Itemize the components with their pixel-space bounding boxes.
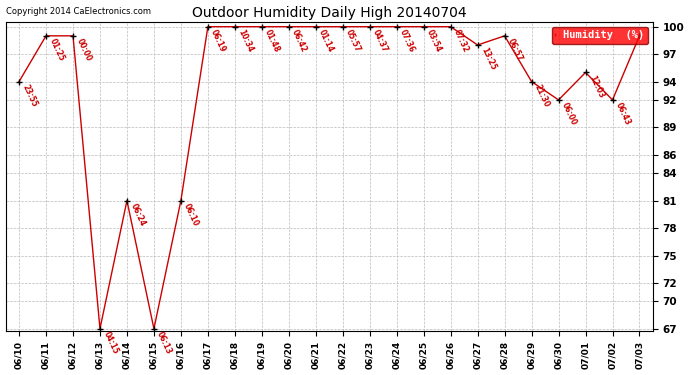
Text: 23:55: 23:55 <box>21 83 39 108</box>
Text: 13:25: 13:25 <box>479 46 497 72</box>
Text: 01:25: 01:25 <box>48 37 66 63</box>
Text: 07:32: 07:32 <box>452 28 471 54</box>
Text: 06:24: 06:24 <box>128 202 147 228</box>
Text: 21:30: 21:30 <box>533 83 551 109</box>
Title: Outdoor Humidity Daily High 20140704: Outdoor Humidity Daily High 20140704 <box>192 6 466 20</box>
Text: 12:03: 12:03 <box>587 74 605 99</box>
Text: 03:54: 03:54 <box>425 28 444 54</box>
Text: 07:36: 07:36 <box>398 28 417 54</box>
Text: 01:14: 01:14 <box>317 28 335 54</box>
Text: 04:37: 04:37 <box>371 28 390 54</box>
Legend: Humidity  (%): Humidity (%) <box>552 27 648 44</box>
Text: 00:00: 00:00 <box>75 37 92 63</box>
Text: 06:00: 06:00 <box>560 101 578 127</box>
Text: 06:57: 06:57 <box>506 37 524 63</box>
Text: 06:43: 06:43 <box>614 101 632 127</box>
Text: 06:42: 06:42 <box>290 28 308 54</box>
Text: 10:34: 10:34 <box>236 28 255 54</box>
Text: 05:57: 05:57 <box>344 28 362 54</box>
Text: 06:13: 06:13 <box>155 330 174 356</box>
Text: 01:48: 01:48 <box>263 28 282 54</box>
Text: 06:19: 06:19 <box>209 28 228 54</box>
Text: 06:10: 06:10 <box>182 202 201 228</box>
Text: Copyright 2014 CaElectronics.com: Copyright 2014 CaElectronics.com <box>6 7 150 16</box>
Text: 04:15: 04:15 <box>101 330 119 356</box>
